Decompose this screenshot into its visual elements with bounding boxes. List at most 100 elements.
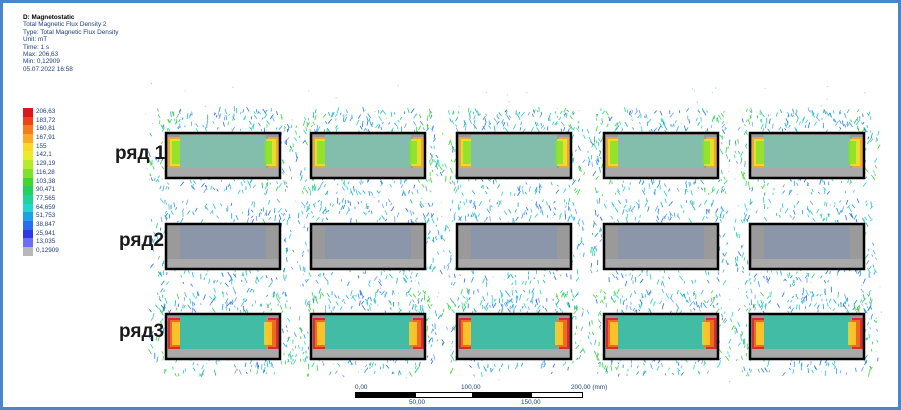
field-vector [682,293,685,297]
field-vector [600,137,603,143]
field-vector [719,324,721,327]
field-vector [596,353,599,359]
field-vector [567,366,569,371]
field-vector [369,362,372,367]
field-vector [856,198,860,203]
field-vector [855,120,860,126]
field-vector [368,190,371,196]
field-vector [760,118,763,123]
field-vector [796,271,798,274]
field-vector [429,152,434,158]
field-vector [685,299,688,303]
field-vector [367,205,369,209]
field-vector [849,119,853,122]
field-vector [267,210,271,216]
field-vector [598,227,602,233]
field-dot [337,127,339,130]
legend-swatch [23,160,33,169]
field-vector [255,281,258,284]
field-vector [540,363,543,369]
field-vector [805,119,809,124]
field-vector [269,302,271,305]
field-dot [307,227,309,229]
field-vector [574,305,577,309]
field-vector [364,271,366,275]
field-vector [839,120,842,124]
field-vector [747,215,750,220]
legend-swatch [23,220,33,230]
field-vector [322,272,325,276]
field-vector [711,116,715,122]
block-outline [455,312,573,361]
field-vector [801,117,805,123]
field-vector [706,110,709,113]
field-vector [427,231,431,236]
field-vector [695,117,698,122]
field-vector [246,107,250,112]
block-outline [164,222,282,271]
field-vector [650,128,653,132]
field-vector [641,181,645,185]
field-vector [876,329,878,332]
field-dot [810,281,812,284]
field-vector [832,308,836,312]
field-vector [546,201,548,206]
scale-label-200: 200,00 (mm) [571,384,608,391]
field-vector [330,310,333,313]
field-vector [518,185,521,192]
magnet-block [455,222,573,271]
field-vector [389,301,392,306]
field-vector [434,332,437,336]
graphics-viewport[interactable]: D: Magnetostatic Total Magnetic Flux Den… [3,3,898,407]
field-vector [281,212,283,215]
field-vector [471,270,474,275]
field-vector [712,199,714,206]
field-vector [816,209,820,214]
field-vector [295,125,298,129]
field-vector [722,214,725,219]
field-vector [417,365,420,370]
field-vector [527,271,530,275]
field-vector [150,161,153,166]
field-vector [201,373,204,376]
field-vector [160,280,165,286]
field-vector [705,216,708,220]
field-vector [864,253,869,260]
field-dot [864,92,866,94]
field-vector [277,303,279,307]
field-vector [361,121,364,128]
field-vector [408,309,411,313]
field-vector [792,368,795,374]
field-vector [407,290,410,294]
field-vector [435,238,438,241]
field-vector [560,128,563,132]
field-vector [571,110,574,115]
field-vector [424,290,426,294]
field-vector [722,188,726,192]
field-dot [507,221,509,223]
field-vector [165,217,167,221]
field-vector [865,302,867,305]
field-vector [572,112,575,116]
field-vector [341,186,345,191]
field-vector [450,367,454,373]
field-vector [160,318,164,322]
field-vector [752,304,755,309]
field-vector [594,210,597,216]
field-vector [600,122,603,126]
block-core [471,316,557,349]
field-vector [222,303,224,310]
field-vector [251,124,255,130]
field-vector [872,249,876,255]
field-vector [486,216,488,220]
field-vector [528,186,531,192]
field-vector [866,337,869,341]
field-vector [685,200,687,204]
field-vector [874,157,878,163]
field-vector [845,199,849,205]
field-vector [225,302,228,308]
field-vector [599,300,602,303]
field-vector [765,117,768,123]
field-vector [793,209,796,215]
legend-label: 183,72 [36,116,56,124]
